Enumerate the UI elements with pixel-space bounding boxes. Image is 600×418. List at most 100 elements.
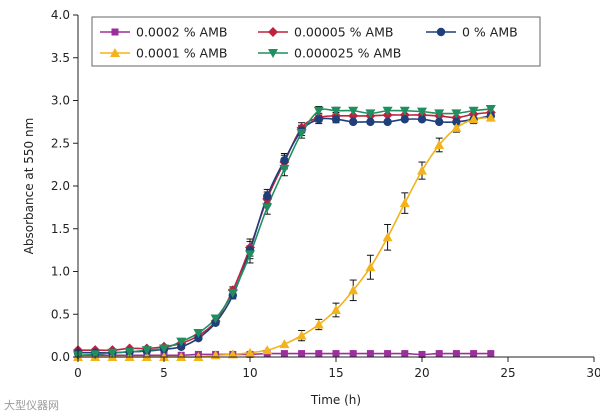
data-point <box>332 350 340 358</box>
data-point <box>485 112 496 122</box>
legend-marker <box>268 49 278 58</box>
data-point <box>452 117 461 127</box>
data-point <box>296 128 307 138</box>
data-point <box>349 117 358 127</box>
data-point <box>470 350 478 358</box>
legend-marker <box>111 28 119 36</box>
data-point <box>280 350 288 358</box>
error-bars <box>229 105 495 342</box>
legend-label: 0 % AMB <box>462 25 518 40</box>
x-tick-label: 10 <box>242 366 257 380</box>
y-tick-label: 4.0 <box>51 8 70 22</box>
data-point <box>365 262 376 272</box>
legend-marker <box>268 27 278 37</box>
legend-marker <box>110 48 120 57</box>
data-point <box>451 122 462 132</box>
legend-label: 0.00005 % AMB <box>294 25 393 40</box>
data-point <box>193 329 204 339</box>
data-point <box>434 139 445 149</box>
data-point <box>417 115 427 124</box>
data-point <box>107 348 118 358</box>
data-point <box>331 304 341 314</box>
y-ticks: 0.0 0.5 1.0 1.5 2.0 2.5 3.0 3.5 4.0 <box>51 8 78 364</box>
data-point <box>435 117 444 127</box>
data-point <box>485 105 496 115</box>
data-point <box>124 347 135 357</box>
data-point <box>280 156 289 165</box>
data-point <box>298 350 306 358</box>
y-tick-label: 3.5 <box>51 51 70 65</box>
data-point <box>279 164 290 174</box>
data-point <box>159 344 169 354</box>
y-tick-label: 1.0 <box>51 265 70 279</box>
data-point <box>313 106 324 116</box>
data-point <box>331 106 341 116</box>
y-tick-label: 2.5 <box>51 136 70 150</box>
data-point <box>400 115 409 124</box>
data-point <box>451 109 462 119</box>
data-point <box>382 106 393 116</box>
x-axis-label: Time (h) <box>310 393 361 407</box>
x-tick-label: 20 <box>414 366 429 380</box>
series-lines <box>77 108 491 358</box>
data-point <box>418 350 426 358</box>
data-point <box>468 114 479 124</box>
data-point <box>90 350 101 360</box>
data-point <box>227 288 238 298</box>
data-point <box>313 319 324 329</box>
x-tick-label: 0 <box>74 366 82 380</box>
legend-marker <box>436 27 446 37</box>
data-point <box>176 337 187 347</box>
data-point <box>384 350 392 358</box>
data-point <box>349 350 357 358</box>
y-tick-label: 0.0 <box>51 350 70 364</box>
data-point <box>399 106 410 116</box>
y-tick-label: 0.5 <box>51 307 70 321</box>
legend-label: 0.000025 % AMB <box>294 46 401 61</box>
data-point <box>262 345 273 355</box>
series-line-4 <box>77 108 491 357</box>
data-point <box>487 350 495 358</box>
x-tick-label: 30 <box>586 366 600 380</box>
x-ticks: 0 5 10 15 20 25 30 <box>74 357 600 380</box>
data-point <box>314 115 323 124</box>
y-tick-label: 1.5 <box>51 222 70 236</box>
data-point <box>417 165 427 175</box>
data-point <box>245 347 255 357</box>
data-point <box>401 350 409 358</box>
data-point <box>434 109 445 119</box>
data-point <box>399 198 410 208</box>
data-point <box>452 350 460 358</box>
y-tick-label: 2.0 <box>51 179 70 193</box>
data-point <box>365 109 376 119</box>
data-point <box>435 350 443 358</box>
legend-entry: 0 % AMB <box>426 25 518 40</box>
data-point <box>194 333 203 343</box>
legend-entry: 0.0002 % AMB <box>100 25 227 40</box>
x-tick-label: 5 <box>160 366 168 380</box>
legend: 0.0002 % AMB 0.00005 % AMB 0 % AMB 0.0001 %… <box>91 16 541 67</box>
data-point <box>348 106 359 116</box>
data-point <box>262 203 273 213</box>
legend-label: 0.0001 % AMB <box>136 46 227 61</box>
data-point <box>227 349 238 359</box>
series-line-2 <box>78 115 491 354</box>
data-point <box>382 232 393 242</box>
data-point <box>177 342 186 351</box>
data-point <box>279 339 290 349</box>
data-point <box>296 330 307 340</box>
series-line-1 <box>78 111 491 352</box>
data-point <box>366 117 375 127</box>
legend-label: 0.0002 % AMB <box>136 25 227 40</box>
series-markers <box>73 105 496 361</box>
data-point <box>417 107 427 117</box>
legend-entry: 0.000025 % AMB <box>258 46 401 61</box>
data-point <box>366 350 374 358</box>
data-point <box>263 192 272 201</box>
x-tick-label: 25 <box>500 366 515 380</box>
data-point <box>348 285 359 295</box>
data-point <box>383 117 392 127</box>
x-tick-label: 15 <box>328 366 343 380</box>
data-point <box>210 314 221 324</box>
